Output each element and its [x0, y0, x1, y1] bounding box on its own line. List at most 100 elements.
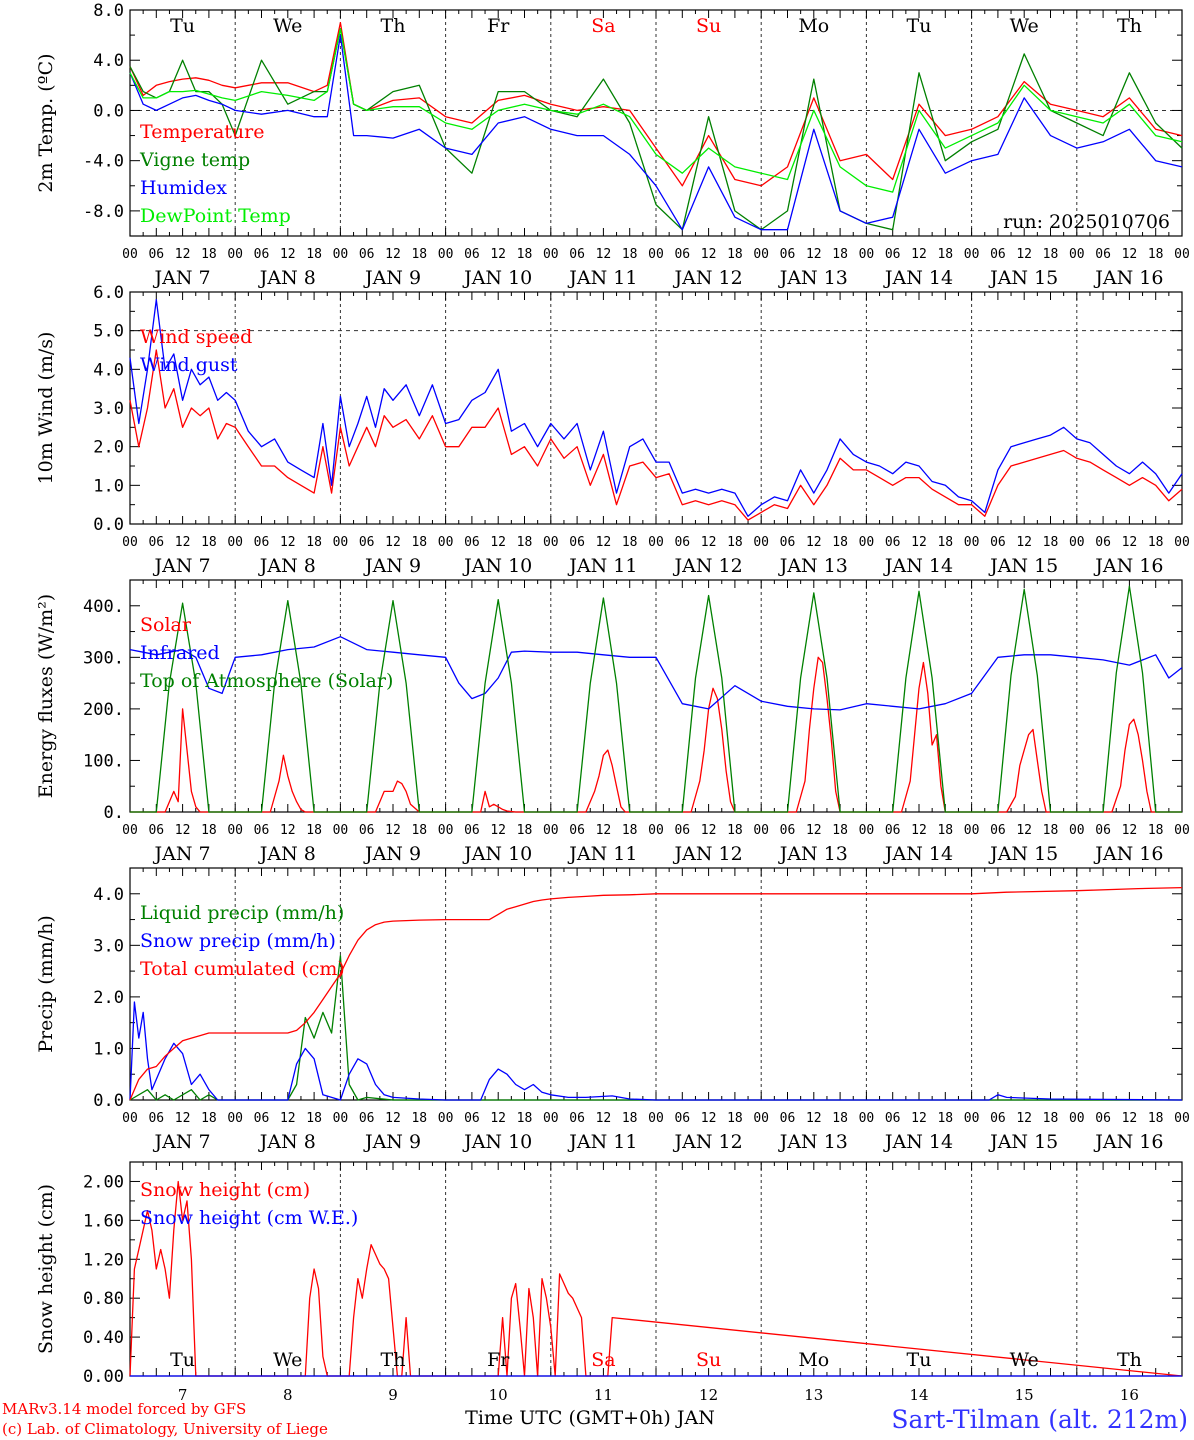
hour-label: 18: [622, 823, 638, 838]
y-tick-label: 2.0: [93, 438, 124, 458]
hour-label: 12: [490, 535, 506, 550]
hour-label: 18: [832, 247, 848, 262]
date-label: JAN 14: [883, 555, 953, 577]
hour-label: 00: [227, 247, 243, 262]
hour-label: 18: [622, 247, 638, 262]
y-tick-label: 1.0: [93, 1039, 124, 1059]
panel-4: 4.0 3.0 2.0 1.0 0.0 Precip (mm/h) Liquid preci…: [35, 867, 1190, 1153]
hour-label: 12: [701, 535, 717, 550]
hour-label: 00: [964, 247, 980, 262]
hour-label: 06: [254, 247, 270, 262]
hour-label: 00: [964, 535, 980, 550]
hour-label: 06: [254, 1111, 270, 1126]
hour-label: 06: [254, 823, 270, 838]
hour-label: 00: [1069, 247, 1085, 262]
hour-label: 06: [569, 535, 585, 550]
hour-label: 18: [1043, 1111, 1059, 1126]
hour-label: 12: [385, 1111, 401, 1126]
hour-label: 00: [438, 247, 454, 262]
hour-label: 00: [859, 247, 875, 262]
hour-label: 18: [1043, 823, 1059, 838]
date-label: JAN 7: [153, 267, 211, 289]
hour-label: 18: [937, 247, 953, 262]
series-solar: [130, 656, 1182, 813]
y-tick-label: 0.40: [83, 1328, 124, 1348]
legend-entry: Snow height (cm): [140, 1179, 310, 1201]
run-annotation: run: 2025010706: [1003, 211, 1170, 233]
hour-label: 12: [806, 1111, 822, 1126]
y-tick-label: 0.0: [93, 101, 124, 121]
date-label: JAN 13: [778, 555, 848, 577]
hour-label: 00: [1069, 1111, 1085, 1126]
series-humidex: [129, 34, 1183, 231]
hour-label: 00: [543, 535, 559, 550]
hour-label: 00: [648, 1111, 664, 1126]
hour-label: 00: [648, 247, 664, 262]
weekday-label: Th: [1117, 15, 1142, 37]
hour-label: 00: [122, 823, 138, 838]
legend-entry: Temperature: [140, 121, 264, 143]
hour-label: 06: [254, 535, 270, 550]
hour-label: 18: [201, 247, 217, 262]
date-label: JAN 7: [153, 843, 211, 865]
date-label: JAN 9: [363, 843, 421, 865]
weekday-label: Th: [1117, 1349, 1142, 1371]
y-tick-label: 400.: [83, 597, 124, 617]
footer-credit-lab: (c) Lab. of Climatology, University of L…: [2, 1420, 328, 1438]
hour-label: 12: [1016, 247, 1032, 262]
y-tick-label: 200.: [83, 700, 124, 720]
hour-label: 06: [359, 535, 375, 550]
y-tick-label: 2.0: [93, 988, 124, 1008]
hour-label: 06: [780, 1111, 796, 1126]
panel-1: 8.0 4.0 0.0 -4.0 -8.0 2m Temp. (ºC) Temperatur…: [35, 1, 1190, 289]
hour-label: 12: [385, 823, 401, 838]
hour-label: 06: [569, 247, 585, 262]
date-label: JAN 12: [673, 555, 743, 577]
day-number: 16: [1120, 1386, 1139, 1404]
hour-label: 18: [306, 535, 322, 550]
weekday-label: We: [273, 1349, 302, 1371]
hour-label: 00: [1069, 823, 1085, 838]
hour-label: 18: [411, 247, 427, 262]
legend-entry: DewPoint Temp: [140, 205, 291, 227]
y-tick-label: 8.0: [93, 1, 124, 21]
weekday-label: Th: [381, 1349, 406, 1371]
legend-entry: Humidex: [140, 177, 227, 199]
hour-label: 12: [806, 823, 822, 838]
hour-label: 00: [438, 823, 454, 838]
hour-label: 18: [937, 535, 953, 550]
hour-label: 06: [359, 247, 375, 262]
panel-5: 2.00 1.60 1.20 0.80 0.40 0.00 Snow height (cm)…: [35, 1161, 1183, 1404]
day-number: 10: [489, 1386, 508, 1404]
hour-label: 12: [911, 1111, 927, 1126]
hour-label: 06: [885, 247, 901, 262]
weekday-label: We: [1010, 1349, 1039, 1371]
series-infrared: [129, 636, 1183, 711]
y-tick-label: 5.0: [93, 322, 124, 342]
weekday-label: Mo: [798, 15, 829, 37]
series-vigne-temp: [129, 28, 1183, 231]
date-label: JAN 16: [1093, 843, 1163, 865]
legend-entry: Wind gust: [140, 354, 238, 376]
hour-label: 18: [201, 535, 217, 550]
y-axis-label: Energy fluxes (W/m²): [35, 594, 57, 798]
hour-label: 12: [175, 1111, 191, 1126]
hour-label: 12: [490, 247, 506, 262]
date-label: JAN 8: [258, 843, 316, 865]
date-label: JAN 11: [567, 843, 637, 865]
series-liquid-precip-mm-h-: [129, 954, 1182, 1101]
day-number: 11: [594, 1386, 613, 1404]
hour-label: 00: [1069, 535, 1085, 550]
hour-label: 00: [859, 1111, 875, 1126]
hour-label: 00: [227, 535, 243, 550]
date-label: JAN 15: [988, 555, 1058, 577]
hour-label: 06: [464, 823, 480, 838]
y-tick-label: -8.0: [83, 202, 124, 222]
hour-label: 06: [885, 535, 901, 550]
hour-label: 06: [569, 823, 585, 838]
y-tick-label: 0.: [104, 803, 124, 823]
weekday-label: Mo: [798, 1349, 829, 1371]
y-axis-label: Snow height (cm): [35, 1184, 57, 1354]
weekday-label: Tu: [170, 15, 195, 37]
hour-label: 12: [1122, 535, 1138, 550]
